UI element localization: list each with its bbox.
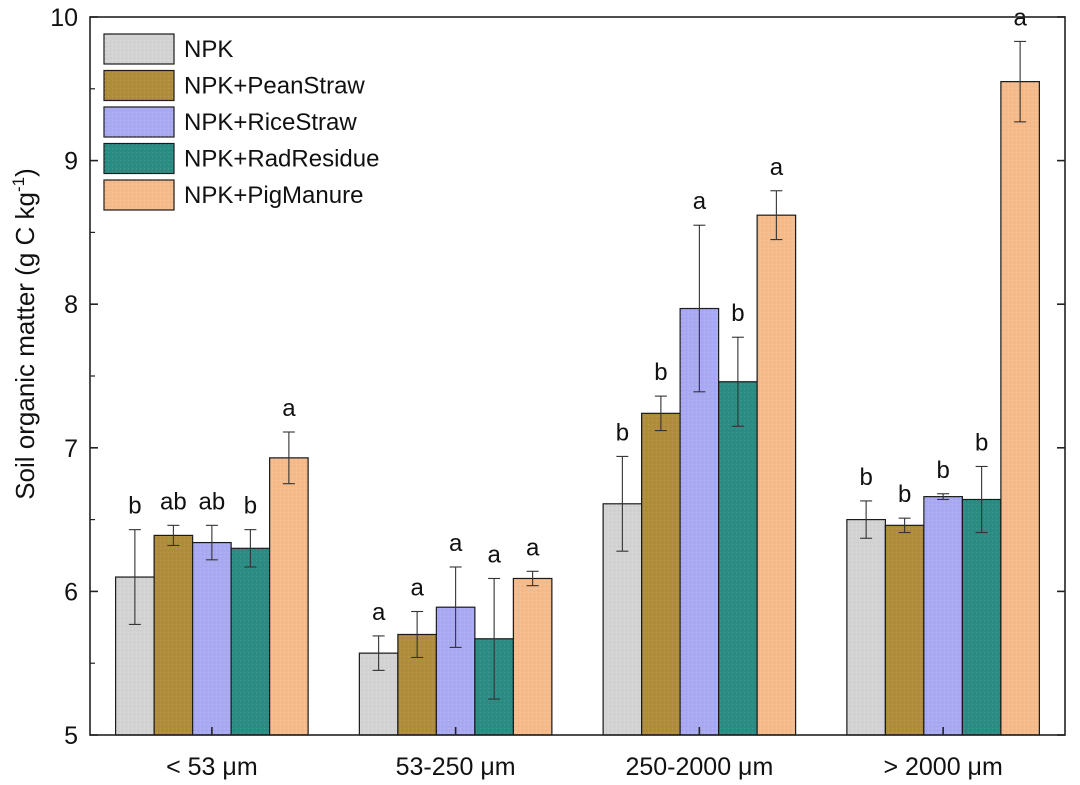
significance-letter: b (244, 493, 257, 520)
bar-texture (718, 381, 758, 735)
legend: NPK NPK+PeanStraw NPK+RiceStraw NPK+RadResi… (103, 33, 379, 211)
significance-letter: b (654, 359, 667, 386)
significance-letter: ab (199, 488, 226, 515)
significance-letter: a (282, 395, 296, 422)
bars-layer (115, 81, 1040, 736)
legend-label: NPK+PigManure (184, 182, 363, 209)
y-tick-label: 9 (64, 148, 78, 176)
significance-letter: a (693, 188, 707, 215)
bar-texture (1000, 81, 1040, 736)
y-axis-title-main: Soil organic matter (g C kg (10, 192, 40, 500)
bar-texture (757, 215, 796, 736)
y-tick-label: 10 (50, 4, 78, 32)
legend-swatch-texture (104, 180, 174, 210)
significance-letter: ab (160, 488, 187, 515)
bar-texture (192, 542, 232, 735)
legend-swatch-texture (104, 70, 174, 101)
x-category-label: 250-2000 μm (625, 753, 773, 781)
legend-label: NPK+PeanStraw (184, 73, 365, 100)
bar-texture (885, 525, 924, 735)
y-tick-label: 8 (64, 291, 78, 319)
y-axis-title: Soil organic matter (g C kg-1) (9, 168, 40, 500)
significance-letter: b (898, 481, 911, 508)
y-tick-label: 6 (64, 578, 78, 606)
legend-swatch-texture (104, 107, 174, 137)
significance-letter: b (731, 300, 744, 327)
legend-label: NPK+RadResidue (184, 146, 379, 173)
significance-letter: b (128, 493, 141, 520)
x-ticks-layer: < 53 μm 53-250 μm 250-2000 μm > 2000 μm (166, 727, 1003, 781)
error-bars-layer (128, 40, 1027, 700)
significance-letter: b (936, 457, 949, 484)
x-category-label: 53-250 μm (396, 753, 516, 781)
bar-texture (923, 496, 963, 735)
legend-label: NPK+RiceStraw (184, 109, 357, 136)
significance-letter: b (616, 419, 629, 446)
significance-letter: a (410, 575, 424, 602)
x-category-label: > 2000 μm (883, 753, 1002, 781)
significance-letter: a (770, 154, 784, 181)
significance-letter: a (526, 534, 540, 561)
bar-texture (846, 519, 886, 735)
bar-texture (231, 548, 270, 735)
legend-swatch-texture (104, 143, 174, 174)
y-ticks-layer: 5 6 7 8 9 10 (50, 4, 1065, 750)
bar-texture (154, 535, 193, 735)
bar-texture (962, 499, 1001, 735)
legend-label: NPK (184, 36, 233, 63)
significance-letter: a (487, 541, 501, 568)
legend-swatch-texture (104, 34, 174, 64)
y-axis-title-superscript: -1 (9, 177, 28, 192)
significance-letter: b (859, 464, 872, 491)
x-category-label: < 53 μm (166, 753, 258, 781)
y-tick-label: 5 (64, 722, 78, 750)
bar-texture (513, 578, 552, 735)
bar-texture (269, 457, 309, 735)
significance-letter: a (372, 599, 386, 626)
significance-letter: a (449, 530, 463, 557)
bar-texture (641, 413, 681, 735)
y-axis-title-close: ) (10, 168, 40, 177)
significance-letter: b (975, 429, 988, 456)
significance-letter: a (1013, 4, 1027, 31)
y-tick-label: 7 (64, 435, 78, 463)
